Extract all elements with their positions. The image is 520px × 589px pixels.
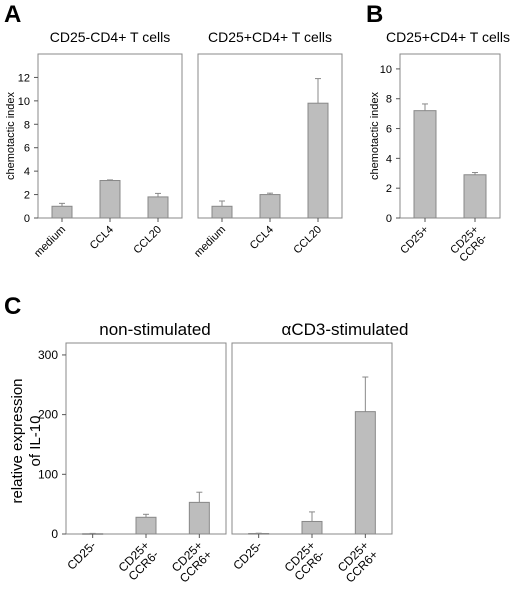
bar-a-left-0 — [51, 205, 73, 219]
y-tick-label-b: 6 — [386, 124, 392, 136]
x-tick-label-a-left-1: CCL4 — [88, 224, 116, 252]
plots-layer: 0 2 4 6 8 10 12 medium CCL4 CCL20 medium CCL4 CCL20 0… — [18, 53, 501, 586]
panel-b-ylabel: chemotactic index — [369, 91, 381, 180]
panel-a-ylabel: chemotactic index — [5, 91, 17, 180]
x-tick-label-a-left-2: CCL20 — [131, 224, 164, 257]
y-tick-label-b: 8 — [386, 94, 392, 106]
x-tick-label-line: medium — [192, 224, 228, 260]
x-tick-label-c-left-2: CD25+CCR6+ — [167, 538, 214, 585]
panel-c-right-title: αCD3-stimulated — [282, 320, 409, 339]
x-tick-label-a-right-2: CCL20 — [291, 224, 324, 257]
x-tick-label-c-left-0: CD25- — [64, 538, 98, 572]
bar-b-1 — [463, 174, 487, 219]
bar-a-right-1 — [259, 194, 281, 219]
panel-letter-b: B — [366, 1, 383, 28]
bar-c-left-1 — [135, 516, 157, 535]
x-tick-label-b-0: CD25+ — [398, 224, 431, 257]
bar-c-right-1 — [301, 520, 323, 535]
bar-b-0 — [413, 110, 437, 219]
bar-c-left-2 — [188, 501, 210, 535]
y-tick-label-b: 4 — [386, 153, 392, 165]
y-tick-label-a-left: 6 — [24, 143, 30, 155]
bar-a-right-0 — [211, 205, 233, 219]
x-tick-label-b-1: CD25+CCR6- — [448, 223, 490, 265]
panel-c-left-title: non-stimulated — [99, 320, 211, 339]
y-tick-label-b: 10 — [380, 64, 392, 76]
panel-a-left-title: CD25-CD4+ T cells — [50, 29, 170, 45]
bar-a-left-2 — [147, 196, 169, 219]
x-tick-label-c-right-0: CD25- — [230, 538, 264, 572]
x-tick-label-line: CD25- — [64, 538, 98, 572]
panel-c-ylabel-line1: relative expression — [9, 378, 26, 503]
y-tick-label-a-left: 12 — [18, 72, 30, 84]
x-tick-label-line: medium — [32, 224, 68, 260]
x-tick-label-c-right-1: CD25+CCR6- — [282, 538, 328, 584]
x-tick-label-c-right-2: CD25+CCR6+ — [333, 538, 380, 585]
panel-letter-c: C — [4, 293, 21, 320]
y-tick-label-b: 2 — [386, 183, 392, 195]
y-tick-label-c-left: 300 — [38, 348, 58, 362]
panel-b-title: CD25+CD4+ T cells — [386, 29, 510, 45]
x-tick-label-line: CD25- — [230, 538, 264, 572]
panel-a-right-title: CD25+CD4+ T cells — [208, 29, 332, 45]
plot-frame-b — [399, 53, 501, 219]
x-tick-label-line: CCL4 — [88, 224, 116, 252]
x-tick-label-a-left-0: medium — [32, 224, 68, 260]
x-tick-label-a-right-1: CCL4 — [248, 224, 276, 252]
y-tick-label-a-left: 2 — [24, 190, 30, 202]
bar-a-left-1 — [99, 180, 121, 219]
panel-letter-a: A — [4, 1, 21, 28]
y-tick-label-a-left: 4 — [24, 166, 30, 178]
x-tick-label-line: CCL4 — [248, 224, 276, 252]
x-tick-label-line: CCL20 — [131, 224, 164, 257]
panel-c-ylabel-line2: of IL-10 — [27, 416, 44, 467]
y-tick-label-c-left: 100 — [38, 467, 58, 481]
y-tick-label-a-left: 8 — [24, 119, 30, 131]
bar-c-right-2 — [354, 411, 376, 535]
x-tick-label-line: CCL20 — [291, 224, 324, 257]
y-tick-label-b: 0 — [386, 213, 392, 225]
bar-a-right-2 — [307, 102, 329, 219]
y-tick-label-c-left: 200 — [38, 408, 58, 422]
x-tick-label-line: CD25+ — [398, 224, 431, 257]
x-tick-label-c-left-1: CD25+CCR6- — [116, 538, 162, 584]
x-tick-label-a-right-0: medium — [192, 224, 228, 260]
y-tick-label-a-left: 10 — [18, 96, 30, 108]
y-tick-label-c-left: 0 — [51, 527, 58, 541]
y-tick-label-a-left: 0 — [24, 213, 30, 225]
